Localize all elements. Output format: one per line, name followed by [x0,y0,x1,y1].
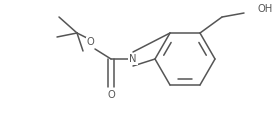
Text: O: O [107,90,115,100]
Text: N: N [129,54,137,64]
Text: O: O [86,37,94,47]
Text: OH: OH [257,4,272,14]
